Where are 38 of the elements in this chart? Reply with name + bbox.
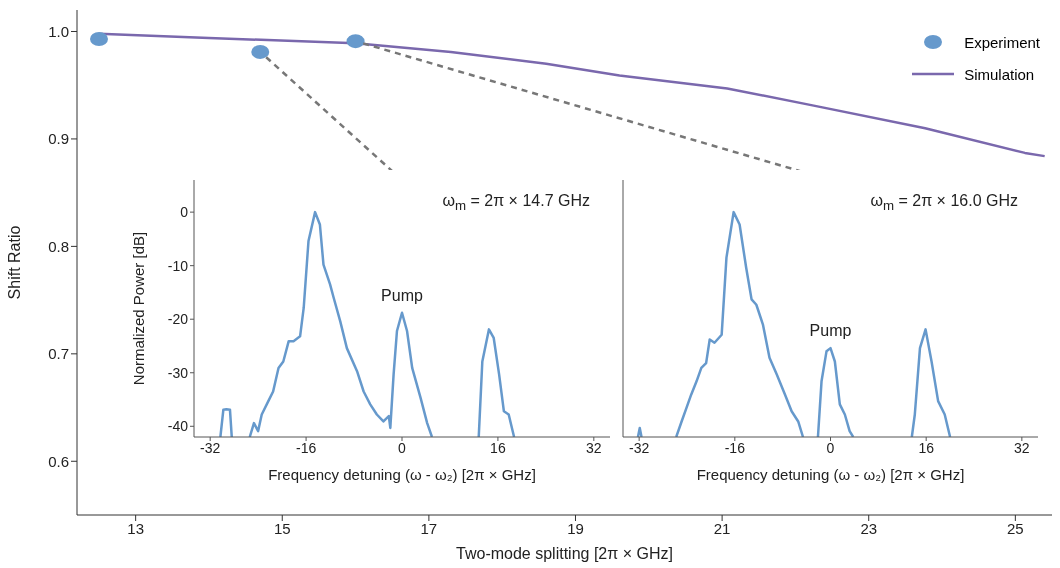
y-tick-label: 0.7 bbox=[48, 345, 69, 363]
x-axis-title: Frequency detuning (ω - ω₂) [2π × GHz] bbox=[268, 466, 536, 483]
x-tick-label: -32 bbox=[200, 439, 221, 456]
y-tick-label: 0.8 bbox=[48, 237, 69, 255]
x-tick-label: 16 bbox=[918, 439, 935, 456]
x-tick-label: 16 bbox=[490, 439, 506, 456]
y-tick-label: -10 bbox=[167, 257, 189, 274]
x-axis-title: Frequency detuning (ω - ω₂) [2π × GHz] bbox=[696, 466, 965, 483]
annotation: ω$_{m}$ = 2π × 14.7 GHz bbox=[442, 192, 590, 214]
y-tick-label: 0.9 bbox=[48, 130, 69, 148]
y-tick-label: -20 bbox=[167, 311, 189, 328]
x-tick-label: 17 bbox=[420, 519, 438, 537]
legend-label: Simulation bbox=[964, 65, 1035, 83]
x-tick-label: 15 bbox=[273, 519, 291, 537]
annotation: Pump bbox=[381, 286, 423, 304]
x-tick-label: 32 bbox=[1014, 439, 1030, 456]
x-axis-title: Two-mode splitting [2π × GHz] bbox=[456, 545, 673, 562]
y-tick-label: -40 bbox=[167, 418, 189, 435]
y-tick-label: 1.0 bbox=[48, 22, 69, 40]
x-tick-label: 25 bbox=[1007, 519, 1024, 537]
y-axis-title: Normalized Power [dB] bbox=[130, 231, 148, 386]
annotation: Pump bbox=[809, 322, 852, 340]
annotation: ω$_{m}$ = 2π × 16.0 GHz bbox=[870, 192, 1018, 214]
x-tick-label: -16 bbox=[724, 439, 746, 456]
x-tick-label: 0 bbox=[826, 439, 835, 456]
y-tick-label: -30 bbox=[167, 364, 189, 381]
y-axis-title: Shift Ratio bbox=[5, 225, 23, 300]
x-tick-label: 19 bbox=[567, 519, 584, 537]
x-tick-label: -32 bbox=[629, 439, 650, 456]
y-tick-label: 0 bbox=[180, 204, 189, 221]
y-tick-label: 0.6 bbox=[48, 452, 69, 470]
x-tick-label: 32 bbox=[586, 439, 602, 456]
x-tick-label: 21 bbox=[713, 519, 731, 537]
x-tick-label: 0 bbox=[398, 439, 407, 456]
x-tick-label: 23 bbox=[860, 519, 878, 537]
legend-label: Experiment bbox=[964, 33, 1040, 51]
x-tick-label: 13 bbox=[127, 519, 144, 537]
x-tick-label: -16 bbox=[295, 439, 317, 456]
